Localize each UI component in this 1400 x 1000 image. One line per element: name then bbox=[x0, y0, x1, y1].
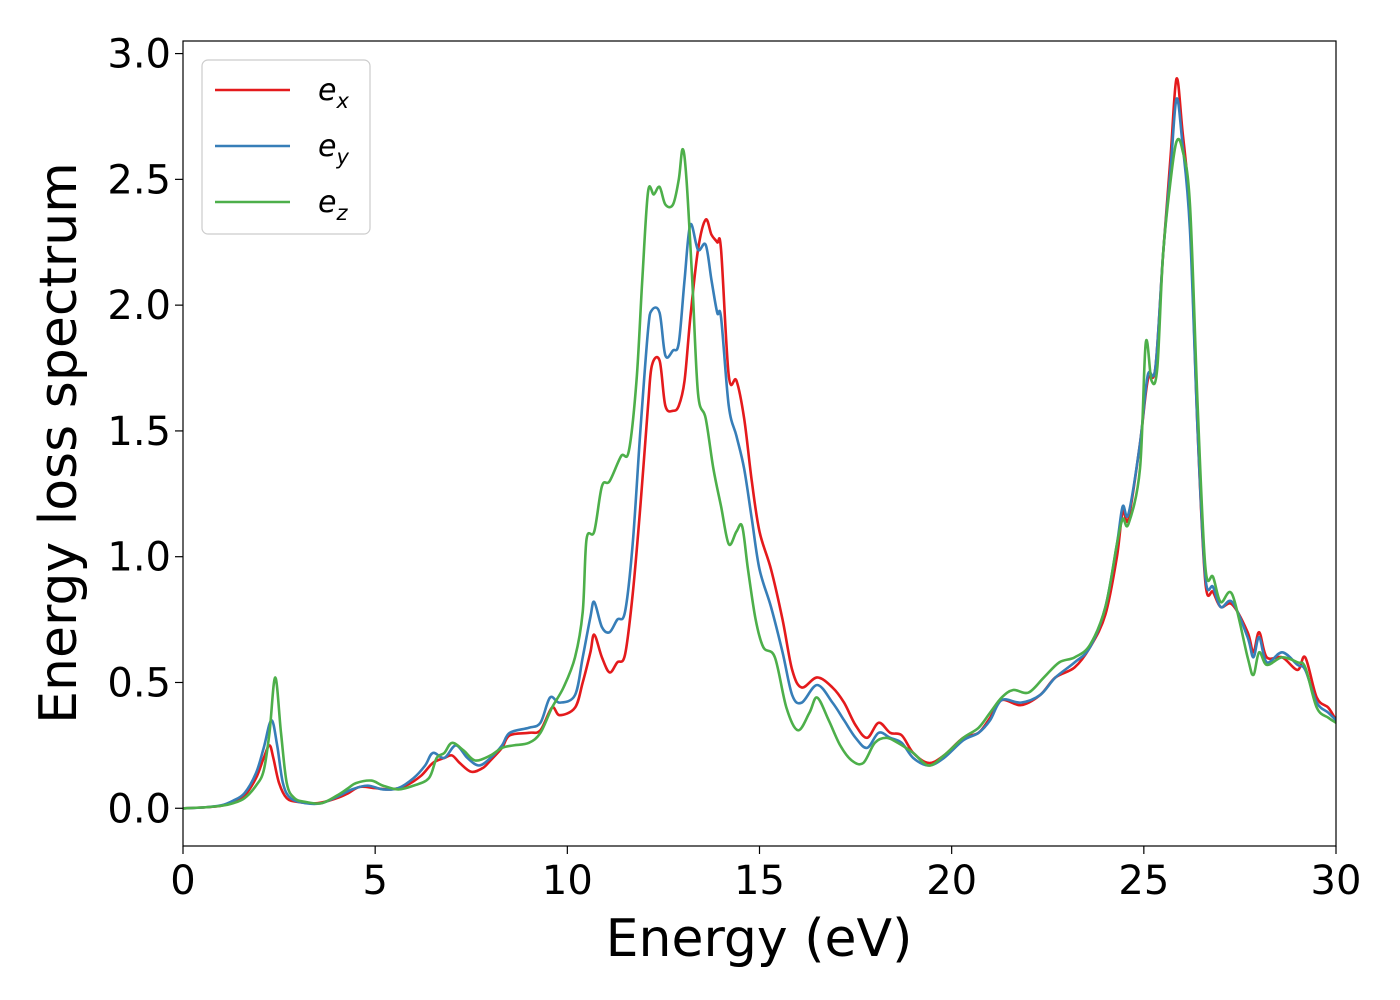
legend-label-base: e bbox=[318, 185, 336, 220]
series-layer bbox=[183, 77, 1336, 810]
y-tick-label: 2.5 bbox=[107, 157, 171, 203]
legend-label-subscript: y bbox=[335, 145, 349, 169]
x-tick-label: 30 bbox=[1311, 858, 1362, 904]
y-tick-label: 3.0 bbox=[107, 32, 171, 78]
legend-label-ey: ey bbox=[318, 129, 349, 169]
legend-label-base: e bbox=[318, 129, 336, 164]
legend-label-base: e bbox=[318, 73, 336, 108]
x-tick-label: 20 bbox=[926, 858, 977, 904]
y-tick-label: 1.5 bbox=[107, 409, 171, 455]
y-tick-label: 2.0 bbox=[107, 283, 171, 329]
x-tick-label: 5 bbox=[362, 858, 387, 904]
x-tick-label: 15 bbox=[734, 858, 785, 904]
x-tick-label: 10 bbox=[542, 858, 593, 904]
x-axis-label: Energy (eV) bbox=[606, 909, 913, 969]
legend-label-subscript: x bbox=[335, 89, 349, 113]
y-tick-label: 0.5 bbox=[107, 660, 171, 706]
y-axis-label: Energy loss spectrum bbox=[29, 162, 89, 724]
legend-label-subscript: z bbox=[335, 201, 348, 225]
legend-label-ex: ex bbox=[318, 73, 349, 113]
series-line-ez bbox=[183, 137, 1336, 810]
x-tick-label: 25 bbox=[1118, 858, 1169, 904]
y-tick-label: 0.0 bbox=[107, 786, 171, 832]
y-tick-label: 1.0 bbox=[107, 535, 171, 581]
x-axis: 0 5 10 15 20 25 30 bbox=[170, 846, 1361, 904]
y-axis: 0.0 0.5 1.0 1.5 2.0 2.5 3.0 bbox=[107, 32, 183, 832]
x-tick-label: 0 bbox=[170, 858, 195, 904]
series-line-ey bbox=[183, 97, 1336, 810]
legend-label-ez: ez bbox=[318, 185, 348, 225]
